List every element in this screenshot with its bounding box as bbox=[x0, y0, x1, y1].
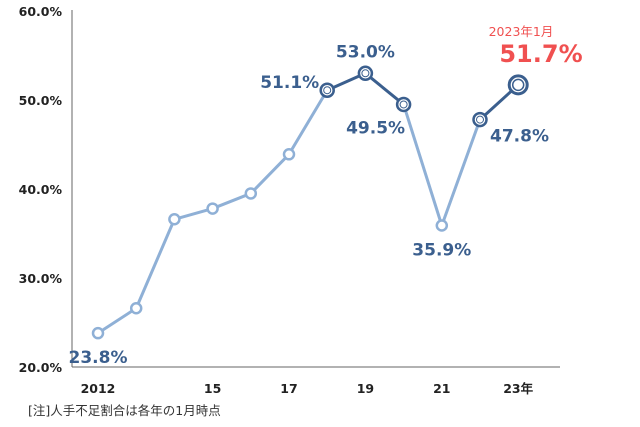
line-series bbox=[96, 71, 520, 335]
y-tick-label: 20.0% bbox=[19, 360, 63, 375]
y-tick-label: 40.0% bbox=[19, 182, 63, 197]
x-tick-label: 19 bbox=[357, 381, 374, 396]
series-line-segment bbox=[249, 152, 291, 195]
highlight-note: 2023年1月 bbox=[489, 24, 554, 39]
data-label: 51.1% bbox=[260, 73, 319, 93]
series-line-segment bbox=[96, 306, 138, 335]
series-line-segment bbox=[440, 118, 482, 227]
data-point-highlight-inner bbox=[511, 78, 525, 92]
series-line-segment bbox=[363, 71, 406, 106]
series-line-segment bbox=[211, 191, 253, 211]
data-point-inner bbox=[323, 86, 332, 95]
x-tick-labels: 2012 15 17 19 21 23年 bbox=[81, 381, 534, 396]
data-point-inner bbox=[361, 69, 370, 78]
x-tick-label: 21 bbox=[433, 381, 450, 396]
series-line-segment bbox=[172, 207, 215, 221]
data-point-inner bbox=[476, 115, 484, 124]
x-tick-label: 17 bbox=[280, 381, 297, 396]
x-tick-label: 15 bbox=[204, 381, 221, 396]
data-labels: 23.8% 51.1% 53.0% 49.5% 35.9% 47.8% bbox=[69, 42, 549, 368]
data-point bbox=[168, 213, 181, 226]
data-point bbox=[91, 326, 105, 340]
data-label: 49.5% bbox=[346, 118, 405, 138]
highlight-annotation: 2023年1月 51.7% bbox=[489, 24, 583, 68]
data-point bbox=[435, 219, 449, 232]
data-point bbox=[129, 302, 143, 315]
y-tick-label: 50.0% bbox=[19, 93, 63, 108]
x-tick-label: 23年 bbox=[503, 381, 533, 396]
y-tick-label: 60.0% bbox=[19, 4, 63, 19]
series-line-segment bbox=[402, 102, 444, 227]
footnote: [注]人手不足割合は各年の1月時点 bbox=[28, 403, 221, 418]
data-point-inner bbox=[399, 100, 408, 109]
data-label: 53.0% bbox=[336, 42, 395, 62]
data-point bbox=[244, 187, 258, 200]
highlight-value-label: 51.7% bbox=[499, 40, 582, 68]
data-point bbox=[282, 148, 296, 161]
series-line-segment bbox=[287, 88, 329, 156]
axes bbox=[71, 10, 560, 368]
x-tick-label: 2012 bbox=[81, 381, 116, 396]
data-points bbox=[91, 65, 529, 340]
data-label: 35.9% bbox=[412, 240, 471, 260]
data-point bbox=[206, 202, 219, 215]
y-tick-labels: 20.0% 30.0% 40.0% 50.0% 60.0% bbox=[19, 4, 63, 375]
data-label: 47.8% bbox=[490, 127, 549, 147]
data-label: 23.8% bbox=[69, 348, 128, 368]
series-line-segment bbox=[134, 217, 176, 310]
y-tick-label: 30.0% bbox=[19, 271, 63, 286]
